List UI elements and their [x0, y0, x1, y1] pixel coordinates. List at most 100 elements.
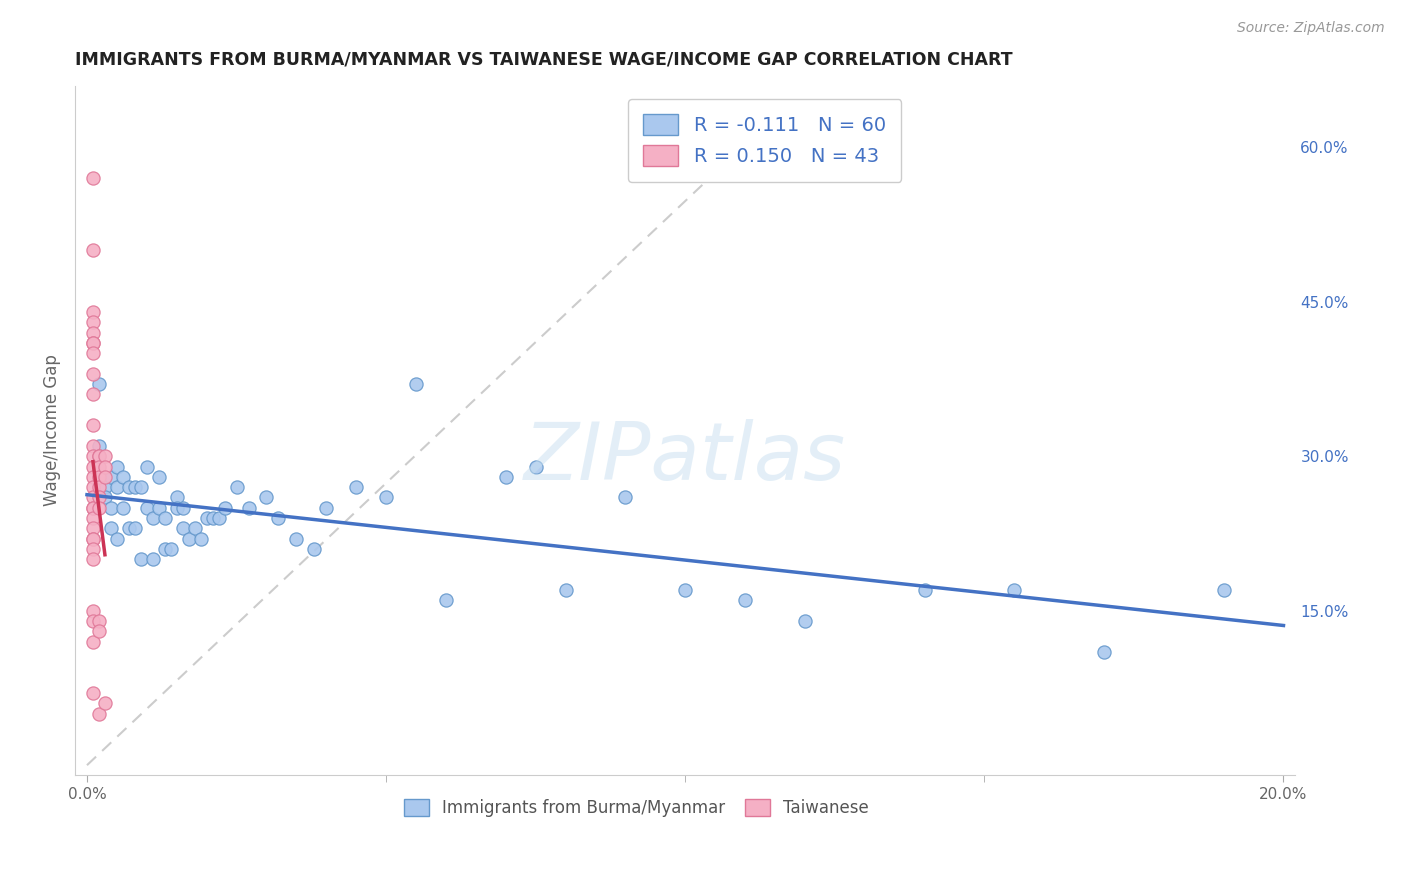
Point	[100, 521, 122, 535]
Point	[1092, 645, 1115, 659]
Point	[82, 315, 104, 329]
Point	[82, 552, 104, 566]
Point	[375, 491, 398, 505]
Point	[177, 532, 200, 546]
Point	[82, 614, 104, 628]
Point	[82, 459, 104, 474]
Point	[82, 532, 104, 546]
Point	[405, 377, 427, 392]
Point	[82, 480, 104, 494]
Point	[82, 604, 104, 618]
Point	[118, 521, 141, 535]
Point	[87, 480, 110, 494]
Point	[82, 387, 104, 401]
Point	[105, 459, 128, 474]
Point	[285, 532, 308, 546]
Point	[201, 511, 224, 525]
Point	[82, 491, 104, 505]
Point	[166, 491, 188, 505]
Point	[82, 686, 104, 700]
Point	[129, 480, 152, 494]
Text: IMMIGRANTS FROM BURMA/MYANMAR VS TAIWANESE WAGE/INCOME GAP CORRELATION CHART: IMMIGRANTS FROM BURMA/MYANMAR VS TAIWANE…	[75, 51, 1012, 69]
Y-axis label: Wage/Income Gap: Wage/Income Gap	[44, 354, 60, 507]
Point	[304, 541, 326, 556]
Point	[82, 335, 104, 350]
Point	[434, 593, 457, 607]
Point	[82, 305, 104, 319]
Point	[82, 244, 104, 258]
Point	[111, 500, 134, 515]
Point	[124, 521, 146, 535]
Point	[87, 500, 110, 515]
Point	[524, 459, 547, 474]
Point	[82, 500, 104, 515]
Point	[183, 521, 205, 535]
Point	[105, 480, 128, 494]
Point	[148, 470, 170, 484]
Point	[94, 459, 117, 474]
Point	[142, 511, 165, 525]
Point	[118, 480, 141, 494]
Point	[344, 480, 367, 494]
Point	[914, 583, 936, 598]
Point	[225, 480, 247, 494]
Point	[554, 583, 576, 598]
Point	[1212, 583, 1234, 598]
Point	[148, 500, 170, 515]
Point	[87, 706, 110, 721]
Point	[82, 532, 104, 546]
Point	[172, 521, 194, 535]
Point	[495, 470, 517, 484]
Point	[673, 583, 696, 598]
Point	[82, 500, 104, 515]
Point	[153, 511, 176, 525]
Point	[87, 624, 110, 639]
Point	[82, 634, 104, 648]
Point	[614, 491, 637, 505]
Point	[256, 491, 278, 505]
Point	[267, 511, 290, 525]
Point	[82, 511, 104, 525]
Point	[82, 326, 104, 340]
Point	[87, 377, 110, 392]
Point	[166, 500, 188, 515]
Point	[111, 470, 134, 484]
Point	[87, 491, 110, 505]
Point	[82, 418, 104, 433]
Point	[124, 480, 146, 494]
Point	[190, 532, 212, 546]
Point	[159, 541, 181, 556]
Point	[82, 171, 104, 186]
Point	[105, 532, 128, 546]
Point	[142, 552, 165, 566]
Point	[1002, 583, 1025, 598]
Point	[82, 439, 104, 453]
Point	[82, 346, 104, 360]
Point	[82, 449, 104, 463]
Text: ZIPatlas: ZIPatlas	[524, 419, 846, 497]
Point	[82, 521, 104, 535]
Point	[87, 470, 110, 484]
Point	[82, 367, 104, 381]
Point	[238, 500, 260, 515]
Text: Source: ZipAtlas.com: Source: ZipAtlas.com	[1237, 21, 1385, 35]
Point	[100, 470, 122, 484]
Point	[153, 541, 176, 556]
Point	[82, 335, 104, 350]
Point	[135, 500, 157, 515]
Point	[94, 449, 117, 463]
Point	[100, 500, 122, 515]
Point	[135, 459, 157, 474]
Legend: Immigrants from Burma/Myanmar, Taiwanese: Immigrants from Burma/Myanmar, Taiwanese	[396, 792, 876, 823]
Point	[214, 500, 236, 515]
Point	[82, 541, 104, 556]
Point	[87, 439, 110, 453]
Point	[793, 614, 815, 628]
Point	[195, 511, 218, 525]
Point	[129, 552, 152, 566]
Point	[87, 449, 110, 463]
Point	[87, 449, 110, 463]
Point	[82, 470, 104, 484]
Point	[94, 470, 117, 484]
Point	[87, 614, 110, 628]
